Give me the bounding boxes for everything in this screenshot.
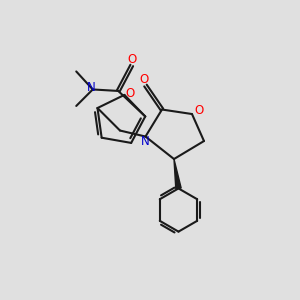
Text: O: O (194, 104, 203, 117)
Text: O: O (140, 73, 148, 86)
Text: N: N (141, 135, 150, 148)
Text: O: O (127, 53, 136, 66)
Text: N: N (87, 82, 96, 94)
Polygon shape (174, 159, 181, 189)
Text: O: O (125, 87, 134, 100)
